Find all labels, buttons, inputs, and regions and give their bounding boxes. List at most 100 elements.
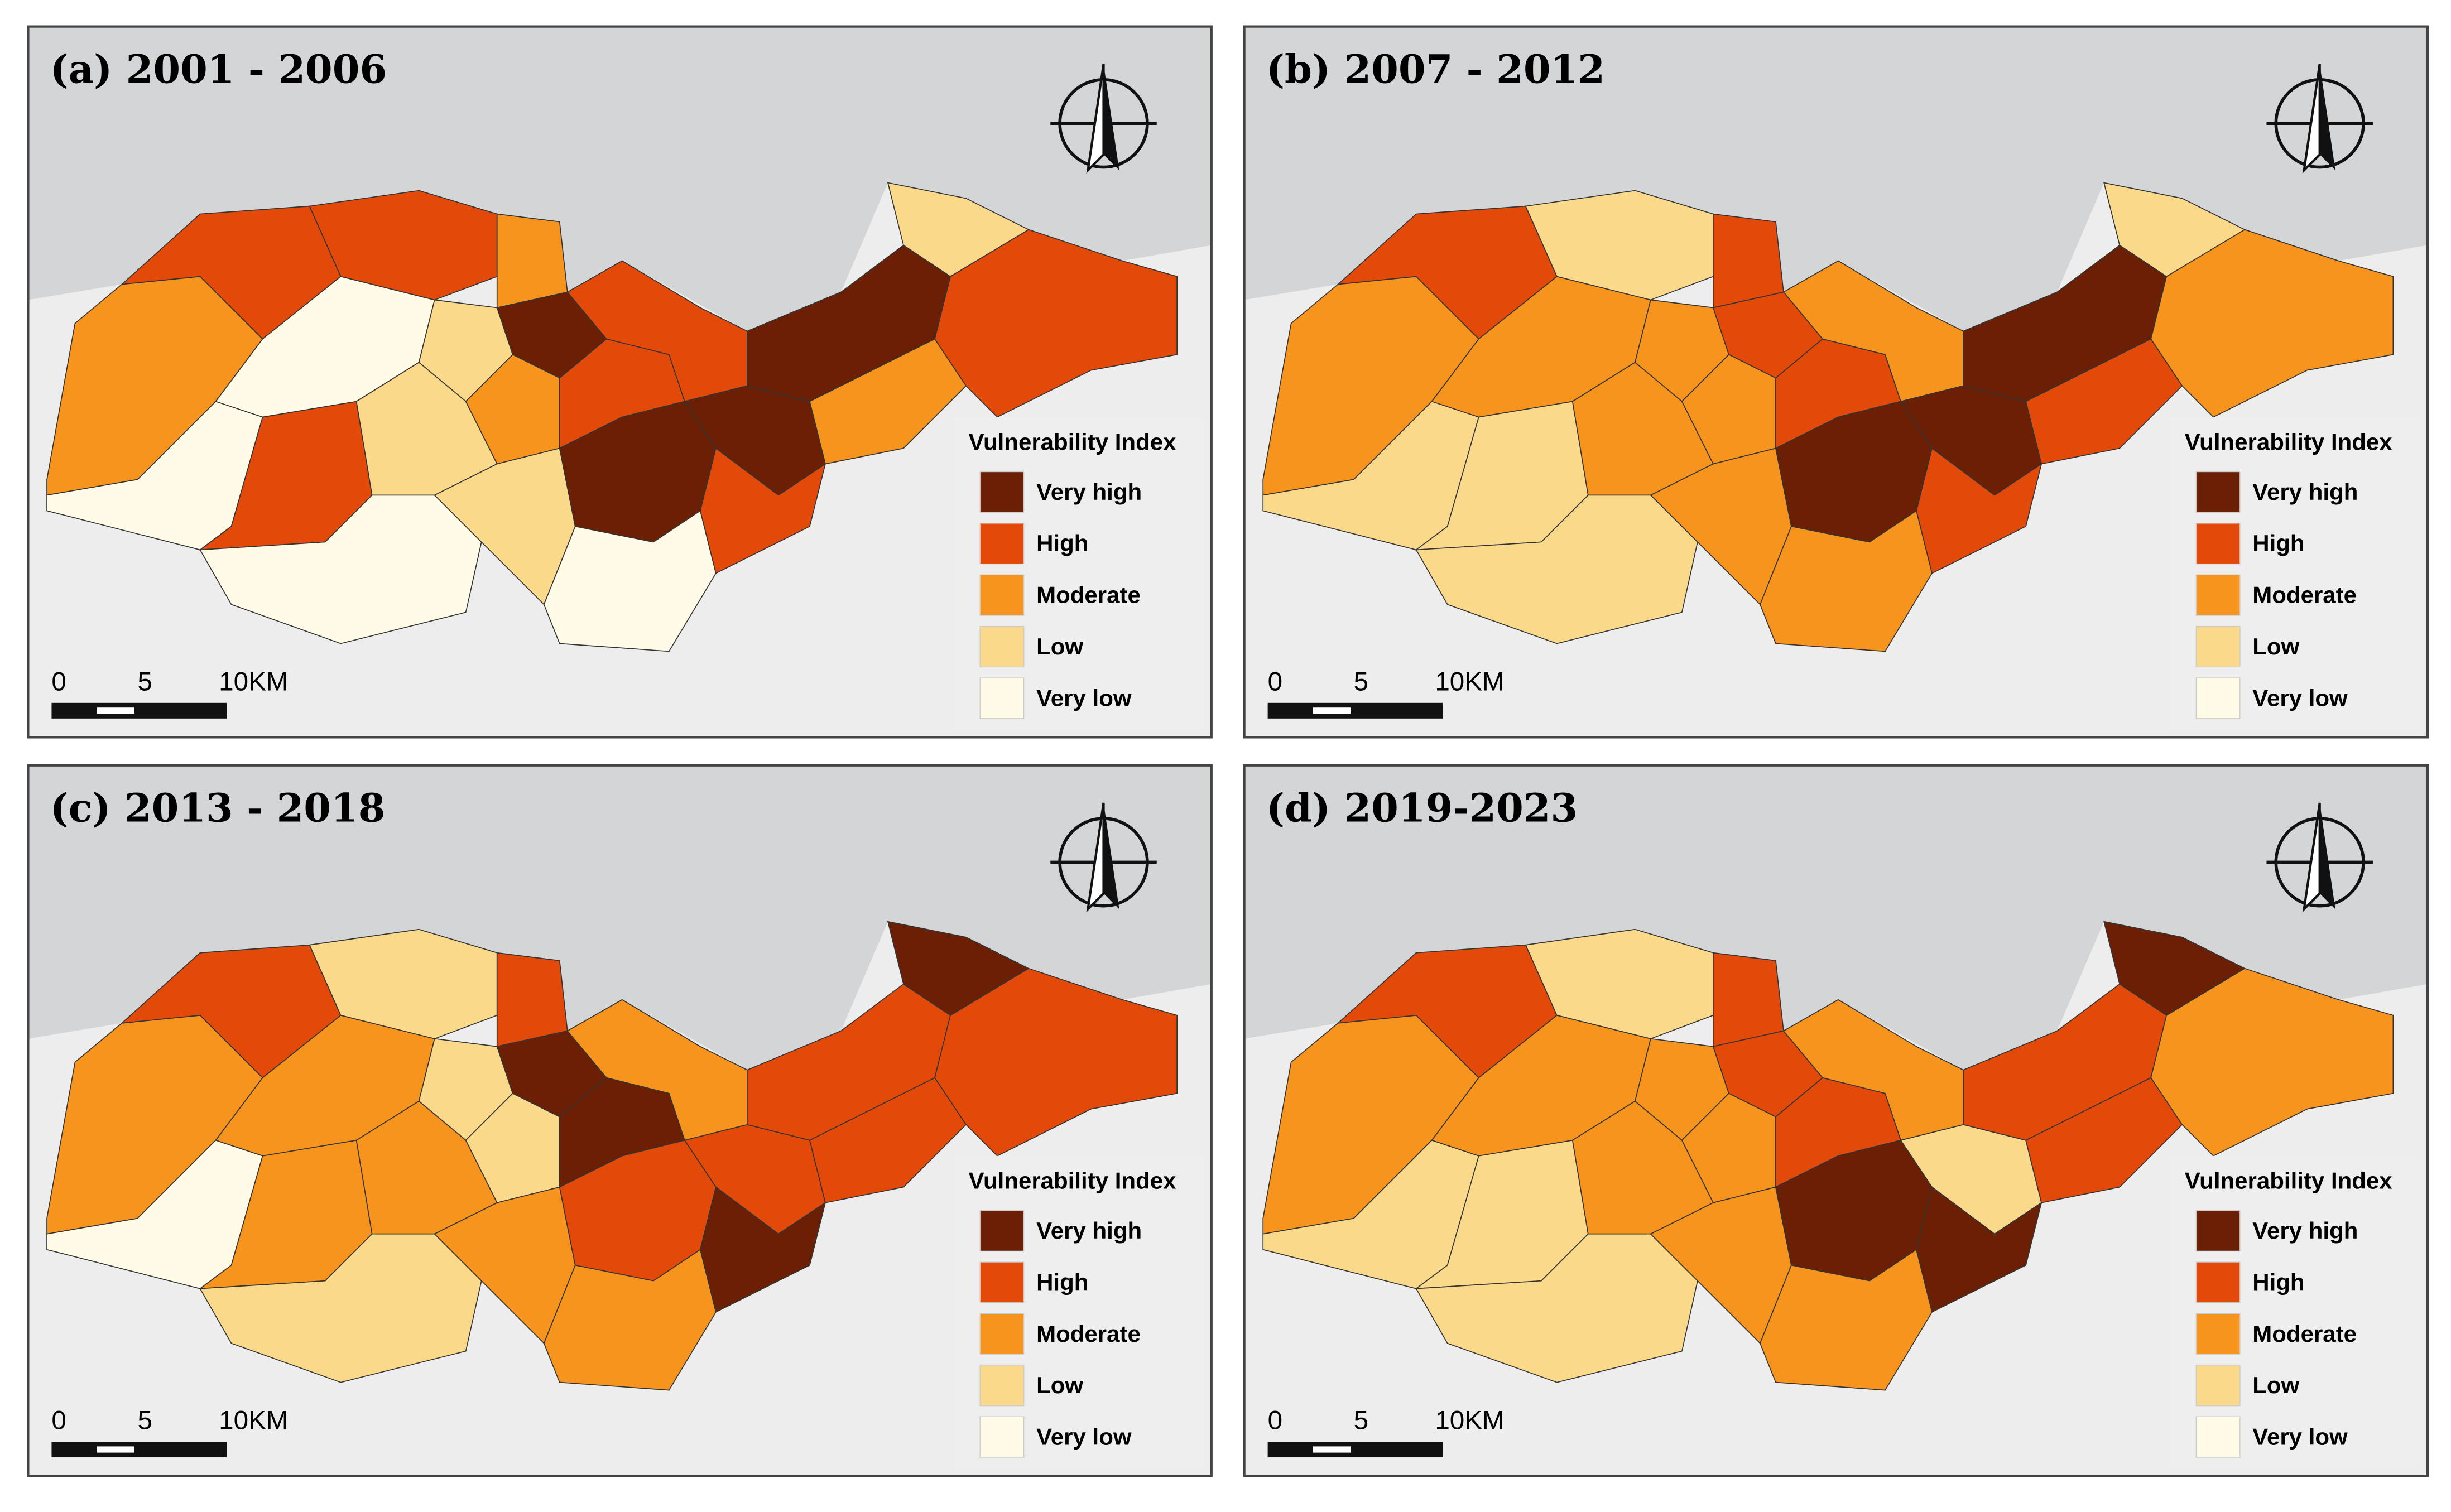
sea [28, 765, 1212, 1070]
legend-label: Low [1036, 633, 1083, 659]
scale-label: 5 [1354, 1406, 1368, 1436]
legend-swatch [979, 523, 1025, 565]
legend-swatch [2195, 1313, 2241, 1355]
north-arrow [2266, 802, 2373, 913]
legend-label: Moderate [1036, 1321, 1141, 1347]
arrow-right [2319, 64, 2335, 171]
scale-label: 5 [137, 1406, 152, 1436]
sea [28, 26, 1212, 331]
panel-frame [27, 25, 1213, 739]
legend-label: Very low [2252, 685, 2348, 711]
legend-background [953, 1155, 1204, 1468]
scale-label: 10KM [219, 1406, 288, 1436]
scale-label: 10KM [1435, 1406, 1504, 1436]
legend-swatch [979, 574, 1025, 616]
legend-swatch [979, 1210, 1025, 1252]
scale-label: 0 [51, 1406, 66, 1436]
legend-swatch [979, 471, 1025, 513]
scale-label: 10KM [1435, 667, 1504, 696]
legend-label: Very high [2252, 1217, 2358, 1244]
sea [1244, 765, 2428, 1070]
legend-swatch [979, 1313, 1025, 1355]
legend-label: Very low [1036, 685, 1132, 711]
scale-bar [51, 702, 227, 719]
region [1713, 952, 1784, 1047]
map-panel: (c) 2013 - 2018 Vulnerability Index Very h… [27, 764, 1213, 1477]
scale-label: 0 [51, 667, 66, 696]
legend-label: Low [1036, 1372, 1083, 1398]
scale-bar-gap [1313, 707, 1351, 714]
scale-label: 5 [137, 667, 152, 696]
legend-swatch [979, 1261, 1025, 1303]
scale-label: 0 [1268, 667, 1282, 696]
region [699, 1186, 826, 1313]
legend-title: Vulnerability Index [969, 428, 1177, 455]
arrow-right [2319, 802, 2335, 909]
scale-bar-gap [97, 707, 134, 714]
map-panel: (b) 2007 - 2012 Vulnerability Index Very h… [1243, 25, 2429, 739]
region [887, 921, 1030, 1016]
legend-label: Very low [1036, 1424, 1132, 1450]
legend-swatch [979, 1365, 1025, 1407]
legend-title: Vulnerability Index [969, 1167, 1177, 1193]
panel-title: (c) 2013 - 2018 [50, 785, 386, 831]
legend-background [953, 417, 1204, 730]
legend-label: High [2252, 1269, 2304, 1295]
north-arrow [1050, 802, 1157, 913]
legend-background [2169, 1155, 2420, 1468]
panel-frame [1243, 764, 2429, 1477]
region [1916, 1186, 2042, 1313]
legend-title: Vulnerability Index [2185, 428, 2393, 455]
legend-swatch [2195, 574, 2241, 616]
legend-label: Moderate [1036, 582, 1141, 608]
scale-bar-gap [97, 1446, 134, 1453]
legend-swatch [2195, 1416, 2241, 1458]
region [934, 967, 1178, 1157]
region [2150, 229, 2394, 418]
scale-bar [1267, 1442, 1443, 1458]
legend-swatch [2195, 471, 2241, 513]
region [934, 229, 1178, 418]
map-panel: (a) 2001 - 2006 Vulnerability Index Very h… [27, 25, 1213, 739]
legend-title: Vulnerability Index [2185, 1167, 2393, 1193]
scale-bar [51, 1442, 227, 1458]
panel-title: (d) 2019-2023 [1266, 785, 1578, 831]
legend-swatch [2195, 1365, 2241, 1407]
scale-label: 0 [1268, 1406, 1282, 1436]
legend-label: Low [2252, 633, 2299, 659]
north-arrow [2266, 64, 2373, 174]
legend-label: Very high [2252, 479, 2358, 505]
legend-swatch [2195, 1261, 2241, 1303]
legend-swatch [2195, 1210, 2241, 1252]
legend-label: High [1036, 530, 1088, 556]
region [496, 952, 568, 1047]
region [1916, 447, 2042, 574]
legend-swatch [2195, 523, 2241, 565]
legend-label: Moderate [2252, 1321, 2357, 1347]
legend-background [2169, 417, 2420, 730]
region [496, 213, 568, 309]
legend-label: Very low [2252, 1424, 2348, 1450]
scale-label: 5 [1354, 667, 1368, 696]
region [887, 182, 1030, 277]
panel-title: (b) 2007 - 2012 [1266, 46, 1605, 92]
region [2103, 182, 2246, 277]
arrow-left [2302, 64, 2321, 174]
sea [1244, 26, 2428, 331]
panel-frame [27, 764, 1213, 1477]
legend-label: Very high [1036, 479, 1142, 505]
legend-label: High [2252, 530, 2304, 556]
scale-label: 10KM [219, 667, 288, 696]
legend-swatch [2195, 677, 2241, 719]
arrow-right [1103, 64, 1119, 171]
legend-label: High [1036, 1269, 1088, 1295]
legend-swatch [979, 677, 1025, 719]
region [699, 447, 826, 574]
region [1713, 213, 1784, 309]
panel-frame [1243, 25, 2429, 739]
arrow-right [1103, 802, 1119, 909]
north-arrow [1050, 64, 1157, 174]
legend-swatch [979, 1416, 1025, 1458]
legend-label: Very high [1036, 1217, 1142, 1244]
